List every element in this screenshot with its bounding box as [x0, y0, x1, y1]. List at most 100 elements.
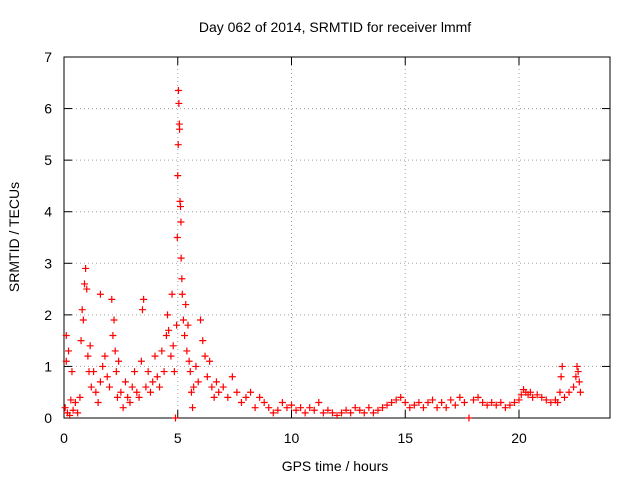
- data-point: [456, 393, 464, 401]
- data-point: [547, 399, 555, 407]
- data-point: [237, 399, 245, 407]
- data-point: [369, 409, 377, 417]
- y-tick-label: 5: [44, 152, 52, 168]
- data-point: [533, 391, 541, 399]
- data-point: [328, 409, 336, 417]
- y-axis-label: SRMTID / TECUs: [6, 182, 22, 292]
- data-point: [178, 275, 186, 283]
- data-point: [574, 368, 582, 376]
- x-axis-label: GPS time / hours: [282, 458, 389, 474]
- data-point: [103, 373, 111, 381]
- data-point: [333, 411, 341, 419]
- data-point: [283, 404, 291, 412]
- x-tick-label: 20: [511, 430, 527, 446]
- data-point: [185, 357, 193, 365]
- data-point: [108, 295, 116, 303]
- data-point: [410, 401, 418, 409]
- data-point: [153, 373, 161, 381]
- data-point: [347, 409, 355, 417]
- data-point: [442, 404, 450, 412]
- data-point: [62, 357, 70, 365]
- data-point: [374, 406, 382, 414]
- data-point: [301, 409, 309, 417]
- data-point: [206, 357, 214, 365]
- data-point: [174, 172, 182, 180]
- y-tick-label: 2: [44, 307, 52, 323]
- data-points: [61, 87, 584, 422]
- data-point: [433, 404, 441, 412]
- data-point: [415, 399, 423, 407]
- data-point: [429, 396, 437, 404]
- data-point: [65, 347, 73, 355]
- data-point: [115, 357, 123, 365]
- data-point: [278, 399, 286, 407]
- data-point: [488, 399, 496, 407]
- data-point: [319, 409, 327, 417]
- data-point: [242, 393, 250, 401]
- data-point: [83, 285, 91, 293]
- data-point: [174, 141, 182, 149]
- data-point: [156, 383, 164, 391]
- x-tick-label: 0: [60, 430, 68, 446]
- data-point: [479, 399, 487, 407]
- data-point: [77, 337, 85, 345]
- data-point: [170, 368, 178, 376]
- data-point: [124, 393, 132, 401]
- data-point: [62, 331, 70, 339]
- data-point: [74, 409, 82, 417]
- data-point: [565, 388, 573, 396]
- data-point: [470, 396, 477, 404]
- data-point: [306, 404, 314, 412]
- data-point: [149, 378, 157, 386]
- data-point: [406, 404, 414, 412]
- data-point: [506, 401, 514, 409]
- data-point: [419, 404, 427, 412]
- data-point: [338, 409, 346, 417]
- data-point: [87, 383, 95, 391]
- data-point: [176, 203, 184, 211]
- data-point: [212, 378, 220, 386]
- x-tick-label: 15: [397, 430, 413, 446]
- y-tick-label: 6: [44, 101, 52, 117]
- data-point: [497, 399, 505, 407]
- data-point: [67, 396, 75, 404]
- data-point: [96, 290, 104, 298]
- data-point: [517, 391, 525, 399]
- data-point: [247, 388, 255, 396]
- data-point: [182, 301, 190, 309]
- data-point: [288, 401, 295, 409]
- data-point: [106, 383, 113, 391]
- data-point: [160, 368, 168, 376]
- grid: [64, 57, 610, 418]
- data-point: [201, 352, 209, 360]
- data-point: [151, 352, 159, 360]
- y-tick-label: 0: [44, 410, 52, 426]
- data-point: [501, 404, 509, 412]
- data-point: [179, 316, 187, 324]
- data-point: [126, 399, 134, 407]
- data-point: [190, 383, 198, 391]
- data-point: [109, 331, 117, 339]
- data-point: [465, 414, 473, 422]
- data-point: [379, 404, 386, 412]
- data-point: [269, 409, 277, 417]
- x-tick-label: 10: [284, 430, 300, 446]
- data-point: [233, 388, 241, 396]
- data-point: [69, 406, 77, 414]
- data-point: [142, 383, 150, 391]
- data-point: [82, 264, 90, 272]
- data-point: [86, 342, 94, 350]
- data-point: [110, 316, 118, 324]
- data-point: [169, 342, 177, 350]
- data-point: [510, 399, 518, 407]
- data-point: [173, 321, 181, 329]
- data-point: [164, 311, 172, 319]
- data-point: [78, 306, 86, 314]
- data-point: [146, 388, 154, 396]
- data-point: [575, 378, 583, 386]
- data-point: [474, 393, 482, 401]
- data-point: [197, 316, 204, 324]
- data-point: [558, 362, 566, 370]
- data-point: [538, 393, 546, 401]
